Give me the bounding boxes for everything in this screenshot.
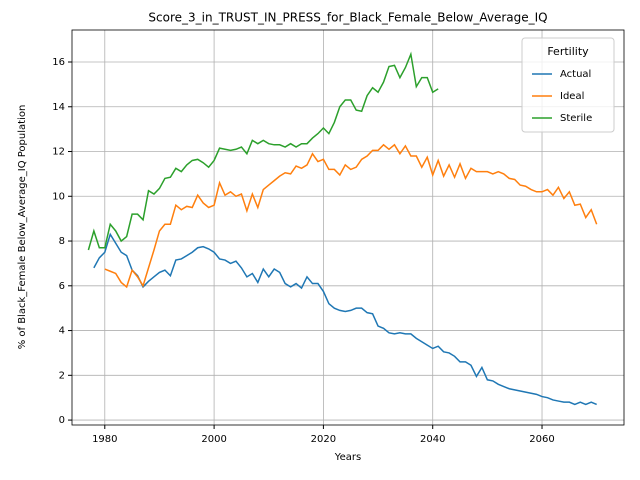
y-tick-label: 4 (59, 326, 65, 337)
plot-frame (71, 29, 625, 426)
chart-title: Score_3_in_TRUST_IN_PRESS_for_Black_Fema… (148, 11, 547, 25)
y-axis-label: % of Black_Female Below_Average_IQ Popul… (17, 105, 28, 350)
legend-label: Sterile (560, 113, 592, 124)
x-tick-label: 1980 (92, 434, 117, 445)
legend-title: Fertility (547, 45, 589, 58)
y-tick-label: 6 (59, 281, 65, 292)
x-tick-label: 2000 (201, 434, 226, 445)
legend-label: Ideal (560, 91, 584, 102)
y-tick-label: 2 (59, 370, 65, 381)
x-tick-label: 2020 (311, 434, 336, 445)
y-tick-label: 10 (52, 191, 65, 202)
line-series (104, 143, 598, 289)
y-tick-label: 8 (59, 236, 65, 247)
x-axis-label: Years (334, 452, 361, 463)
line-series (93, 232, 597, 406)
x-tick-label: 2060 (529, 434, 554, 445)
x-tick-label: 2040 (420, 434, 445, 445)
y-tick-label: 12 (52, 147, 65, 158)
y-tick-label: 0 (59, 415, 65, 426)
line-series (87, 51, 439, 251)
legend-box (521, 37, 615, 133)
legend: Fertility Actual Ideal Sterile (521, 37, 615, 133)
y-tick-label: 16 (52, 57, 65, 68)
y-tick-label: 14 (52, 102, 65, 113)
legend-label: Actual (560, 69, 591, 80)
